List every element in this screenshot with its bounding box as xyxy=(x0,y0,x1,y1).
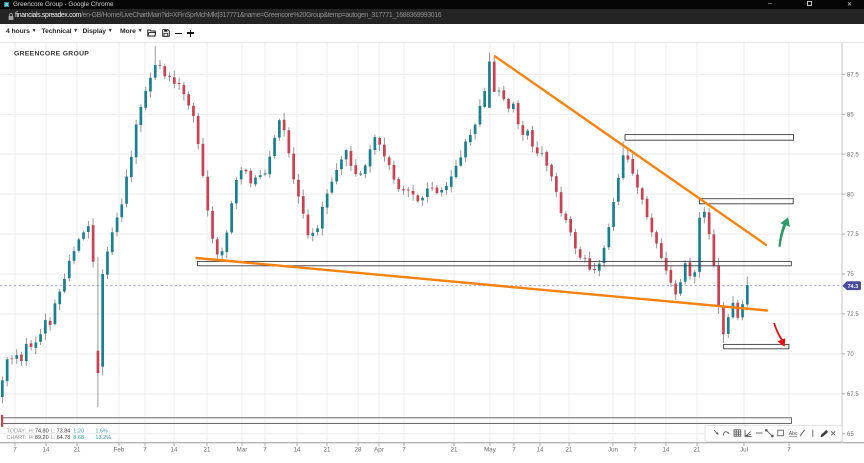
svg-text:14: 14 xyxy=(294,447,301,454)
svg-text:14: 14 xyxy=(537,447,544,454)
svg-text:14: 14 xyxy=(663,447,670,454)
svg-text:28: 28 xyxy=(355,447,362,454)
svg-text:21: 21 xyxy=(566,447,573,454)
svg-text:75: 75 xyxy=(847,272,854,278)
svg-text:7: 7 xyxy=(633,447,637,454)
svg-text:L:: L: xyxy=(51,429,56,435)
svg-text:H:: H: xyxy=(29,435,35,441)
svg-text:80: 80 xyxy=(847,192,854,198)
svg-text:72.5: 72.5 xyxy=(847,312,859,318)
svg-text:May: May xyxy=(484,447,497,454)
svg-text:87.5: 87.5 xyxy=(847,73,859,79)
svg-text:74.80: 74.80 xyxy=(35,429,49,435)
svg-text:7: 7 xyxy=(402,447,406,454)
svg-text:21: 21 xyxy=(204,447,211,454)
svg-text:64.78: 64.78 xyxy=(57,435,71,441)
svg-text:14: 14 xyxy=(171,447,178,454)
svg-text:8.68: 8.68 xyxy=(73,435,84,441)
svg-text:89.20: 89.20 xyxy=(35,435,49,441)
svg-text:21: 21 xyxy=(451,447,458,454)
svg-text:7: 7 xyxy=(787,447,791,454)
svg-text:73.84: 73.84 xyxy=(57,429,71,435)
svg-text:65: 65 xyxy=(847,432,854,438)
svg-text:Jul: Jul xyxy=(740,447,748,454)
svg-text:21: 21 xyxy=(324,447,331,454)
svg-text:TODAY:: TODAY: xyxy=(7,429,27,435)
svg-text:Mar: Mar xyxy=(237,447,248,454)
svg-text:CHART:: CHART: xyxy=(7,435,27,441)
svg-text:67.5: 67.5 xyxy=(847,392,859,398)
svg-text:Apr: Apr xyxy=(374,447,384,454)
svg-text:82.5: 82.5 xyxy=(847,152,859,158)
svg-text:70: 70 xyxy=(847,352,854,358)
svg-text:7: 7 xyxy=(143,447,147,454)
svg-text:1.20: 1.20 xyxy=(73,429,84,435)
svg-text:21: 21 xyxy=(74,447,81,454)
svg-text:77.5: 77.5 xyxy=(847,232,859,238)
svg-text:Abc: Abc xyxy=(789,431,798,437)
svg-text:21: 21 xyxy=(694,447,701,454)
svg-text:14: 14 xyxy=(43,447,50,454)
svg-text:74.3: 74.3 xyxy=(848,284,859,290)
svg-text:GREENCORE GROUP: GREENCORE GROUP xyxy=(14,51,89,58)
svg-text:L:: L: xyxy=(51,435,56,441)
svg-text:7: 7 xyxy=(512,447,516,454)
svg-text:7: 7 xyxy=(13,447,17,454)
svg-text:H:: H: xyxy=(29,429,35,435)
svg-text:85: 85 xyxy=(847,112,854,118)
svg-text:Jun: Jun xyxy=(608,447,619,454)
svg-text:1.6%: 1.6% xyxy=(95,429,108,435)
svg-text:7: 7 xyxy=(263,447,267,454)
svg-text:Feb: Feb xyxy=(114,447,125,454)
svg-text:13.2%: 13.2% xyxy=(95,435,111,441)
